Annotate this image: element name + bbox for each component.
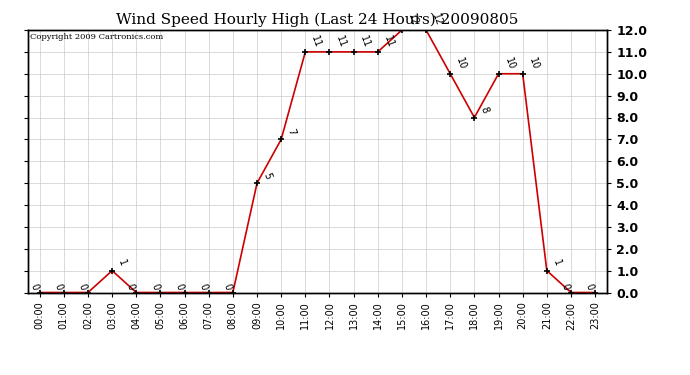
Text: 10: 10	[455, 56, 468, 71]
Text: 0: 0	[52, 282, 64, 291]
Text: 12: 12	[431, 12, 444, 27]
Text: 0: 0	[125, 282, 137, 291]
Title: Wind Speed Hourly High (Last 24 Hours) 20090805: Wind Speed Hourly High (Last 24 Hours) 2…	[116, 13, 519, 27]
Text: 0: 0	[584, 282, 595, 291]
Text: 7: 7	[286, 127, 297, 136]
Text: 10: 10	[503, 56, 516, 71]
Text: 1: 1	[117, 259, 128, 268]
Text: 12: 12	[406, 12, 420, 27]
Text: 10: 10	[527, 56, 540, 71]
Text: 5: 5	[262, 171, 273, 180]
Text: 0: 0	[221, 282, 233, 291]
Text: 0: 0	[197, 282, 209, 291]
Text: 0: 0	[28, 282, 40, 291]
Text: Copyright 2009 Cartronics.com: Copyright 2009 Cartronics.com	[30, 33, 164, 40]
Text: 0: 0	[149, 282, 161, 291]
Text: 0: 0	[560, 282, 571, 291]
Text: 11: 11	[310, 34, 323, 49]
Text: 11: 11	[334, 34, 347, 49]
Text: 8: 8	[479, 105, 490, 115]
Text: 1: 1	[551, 259, 562, 268]
Text: 0: 0	[77, 282, 88, 291]
Text: 11: 11	[382, 34, 395, 49]
Text: 11: 11	[358, 34, 371, 49]
Text: 0: 0	[173, 282, 185, 291]
